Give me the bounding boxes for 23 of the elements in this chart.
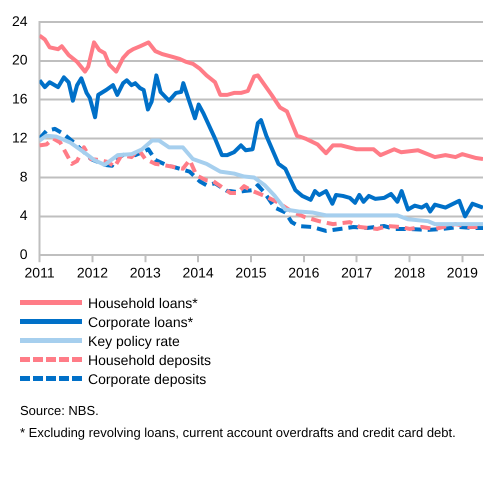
legend-label: Household deposits (88, 352, 211, 368)
y-tick-label: 12 (12, 129, 28, 146)
y-tick-label: 20 (12, 52, 28, 68)
x-tick-label: 2011 (24, 264, 55, 280)
legend-label: Corporate loans* (88, 314, 194, 330)
y-tick-label: 24 (12, 12, 28, 29)
x-tick-label: 2014 (182, 264, 214, 280)
x-tick-label: 2019 (446, 264, 478, 280)
x-tick-label: 2018 (394, 264, 426, 280)
legend-label: Key policy rate (88, 332, 180, 348)
y-tick-label: 8 (20, 168, 28, 184)
legend-label: Corporate deposits (88, 370, 206, 386)
source-note: Source: NBS. (20, 402, 100, 419)
x-tick-label: 2013 (130, 264, 162, 280)
x-tick-label: 2015 (235, 264, 267, 280)
x-tick-label: 2016 (288, 264, 320, 280)
x-tick-label: 2017 (341, 264, 372, 280)
legend-label: Household loans* (88, 294, 198, 310)
x-tick-label: 2012 (76, 264, 108, 280)
y-tick-label: 0 (20, 246, 28, 262)
text: * Excluding revolving loans, current account overdrafts and credit card debt. (20, 424, 457, 441)
y-tick-label: 16 (12, 90, 28, 107)
y-tick-label: 4 (20, 207, 28, 224)
